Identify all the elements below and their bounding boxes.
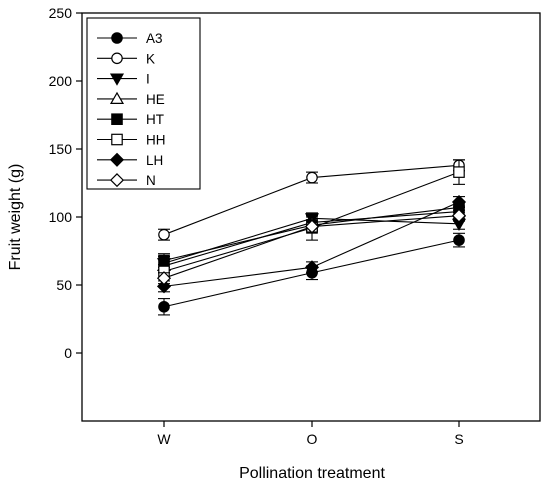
y-tick-label: 250 [49,5,73,21]
legend-label: I [146,72,150,87]
legend-marker [111,52,123,65]
legend: A3 KI HE HT HH LH N [86,17,201,190]
y-tick-label: 50 [56,277,72,293]
legend-frame [86,17,201,190]
legend-label: HE [146,92,165,107]
legend-marker [109,152,125,167]
legend-marker [111,113,123,125]
y-tick-label: 150 [49,141,73,157]
y-tick-label: 200 [49,73,73,89]
legend-label: HT [146,112,164,127]
data-point [451,194,467,210]
data-point [304,219,320,234]
series-lh [156,194,467,294]
data-point [158,228,170,241]
legend-marker [111,32,123,44]
data-point [156,271,172,286]
data-point [158,300,170,313]
series-a3 [158,232,465,316]
legend-label: A3 [146,31,163,46]
legend-marker [109,91,125,105]
legend-label: HH [146,133,166,148]
y-tick-label: 0 [64,345,72,361]
legend-marker [109,173,125,188]
y-axis-title: Fruit weight (g) [7,164,24,271]
legend-marker [111,133,123,146]
legend-label: K [146,51,155,66]
legend-item-ht: HT [97,112,164,127]
x-tick-label: S [454,431,463,447]
legend-label: LH [146,153,163,168]
legend-item-he: HE [97,91,165,107]
series-layer [156,159,467,316]
series-n [156,208,467,286]
legend-item-lh: LH [97,152,163,168]
legend-item-i: I [97,72,150,87]
data-point [453,166,465,178]
data-point [304,260,320,275]
legend-item-k: K [97,51,155,66]
y-tick-label: 100 [49,209,73,225]
legend-item-a3: A3 [97,31,163,46]
data-point [453,234,465,246]
y-axis: 0 50 100 150 200 250 [49,5,82,361]
x-axis-title: Pollination treatment [239,465,385,482]
x-tick-label: O [307,431,318,447]
data-point [306,171,318,184]
data-point [451,208,467,223]
legend-item-n: N [97,173,156,188]
legend-marker [109,73,125,86]
legend-label: N [146,173,156,188]
legend-item-hh: HH [97,133,166,148]
x-tick-label: W [157,431,171,447]
